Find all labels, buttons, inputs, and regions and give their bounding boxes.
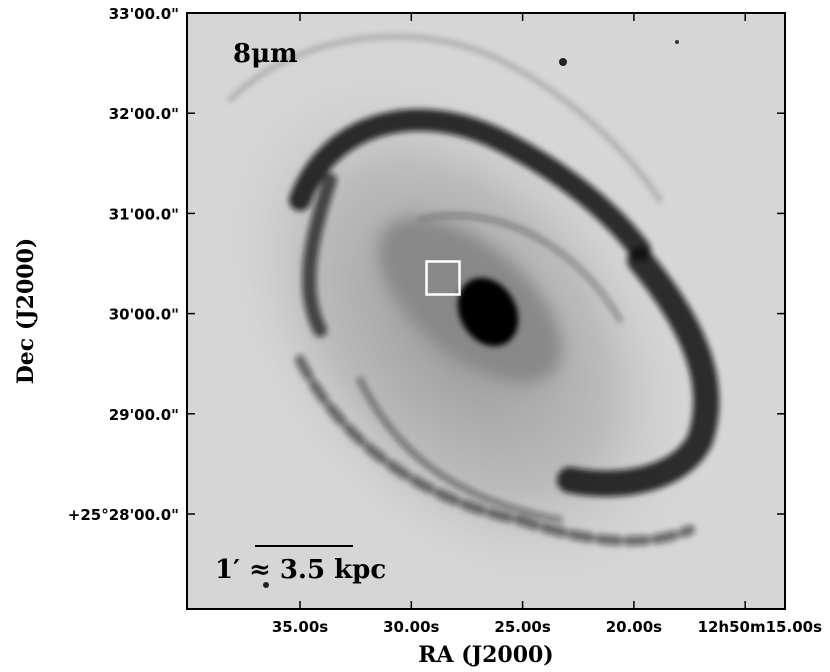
plot-frame <box>186 12 786 610</box>
x-tick-label: 35.00s <box>272 618 328 636</box>
scale-label: 1′ ≈ 3.5 kpc <box>215 555 386 585</box>
x-tick-label: 20.00s <box>606 618 662 636</box>
x-axis-label: RA (J2000) <box>418 642 553 668</box>
band-label: 8μm <box>233 39 298 69</box>
y-tick-label: 29'00.0" <box>109 406 179 424</box>
x-tick-label: 25.00s <box>494 618 550 636</box>
y-axis-label: Dec (J2000) <box>13 238 39 385</box>
x-tick-label: 30.00s <box>383 618 439 636</box>
y-tick-label: 30'00.0" <box>109 306 179 324</box>
x-tick-label: 12h50m15.00s <box>698 618 823 636</box>
y-tick-label: 31'00.0" <box>109 205 179 223</box>
region-box <box>425 260 461 296</box>
ticks: 35.00s 30.00s 25.00s 20.00s 12h50m15.00s 33'0… <box>68 5 822 636</box>
y-tick-label: 33'00.0" <box>109 5 179 23</box>
galaxy-image: 8μm 1′ ≈ 3.5 kpc <box>187 13 785 609</box>
y-tick-label: 32'00.0" <box>109 105 179 123</box>
y-tick-label: +25°28'00.0" <box>68 506 179 524</box>
